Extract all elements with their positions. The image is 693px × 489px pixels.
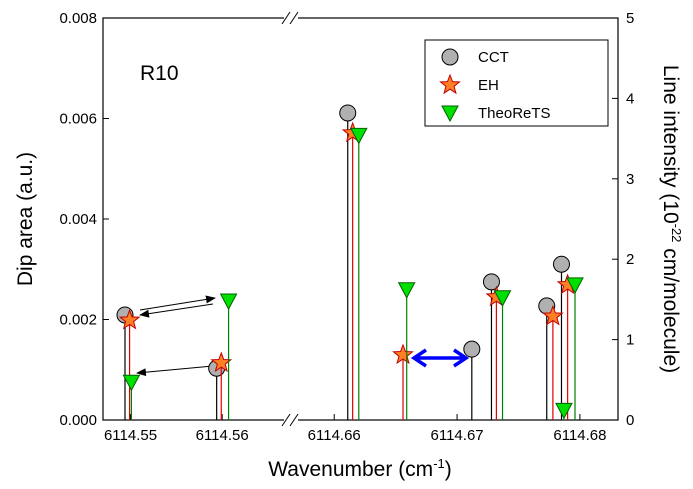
marker [493,290,512,307]
y2-tick-label: 4 [626,90,634,107]
break-cover [284,412,298,428]
y-tick-label: 0.006 [59,111,97,128]
marker [555,402,573,420]
double-arrow [410,348,470,368]
legend-label: CCT [478,49,509,66]
arrow [136,365,214,377]
axis-break [281,11,299,427]
marker [122,374,141,392]
y2-tick-label: 2 [626,251,634,268]
marker [349,127,368,145]
marker [392,343,414,365]
legend-label: TheoReTS [478,105,551,122]
marker [219,293,238,311]
arrow [139,303,214,318]
marker [397,282,416,299]
x-tick-label: 6114.67 [431,427,484,444]
y2-tick-label: 0 [626,412,634,429]
y2-tick-label: 1 [626,332,634,349]
marker [552,255,570,273]
y2-axis-label: Line intensity (10-22 cm/molecule) [659,65,684,373]
y-axis-label: Dip area (a.u.) [14,152,37,286]
marker [339,104,357,122]
x-tick-label: 6114.68 [553,427,606,444]
legend-symbol [439,73,461,95]
x-axis-label: Wavenumber (cm-1) [268,456,452,481]
legend-symbol [441,105,459,123]
marker [566,277,584,294]
y2-tick-label: 5 [626,10,634,27]
y-tick-label: 0.008 [59,10,97,27]
marker [118,308,141,330]
x-tick-label: 6114.55 [104,427,157,444]
y-tick-label: 0.000 [59,412,97,429]
x-tick-label: 6114.66 [308,427,361,444]
legend-label: EH [478,77,499,94]
arrow [139,295,216,311]
x-tick-label: 6114.56 [196,427,249,444]
marker [542,304,564,326]
y-tick-label: 0.004 [59,211,97,228]
annotation: R10 [140,62,179,85]
marker [482,273,500,291]
y-tick-label: 0.002 [59,312,97,329]
break-cover [284,10,298,26]
y2-tick-label: 3 [626,171,634,188]
legend-symbol [441,48,459,66]
marker [463,340,481,358]
